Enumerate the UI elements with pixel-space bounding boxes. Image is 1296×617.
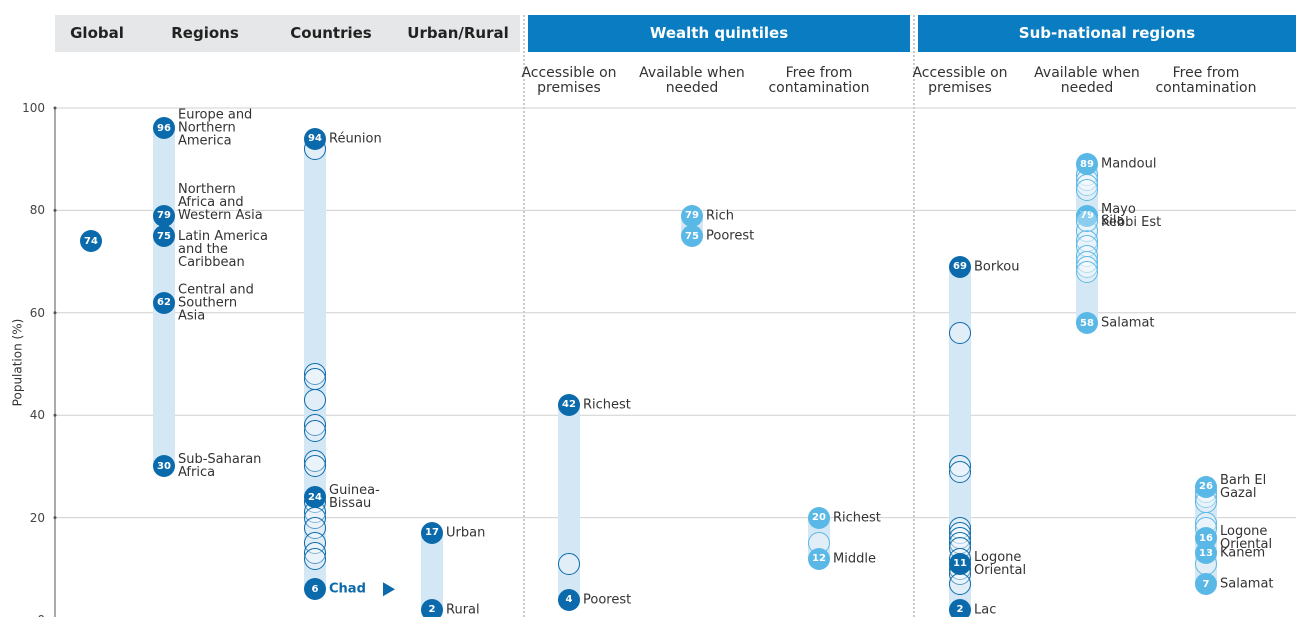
dot bbox=[1076, 260, 1098, 283]
dot: 13 bbox=[1195, 542, 1217, 565]
point-label: Poorest bbox=[583, 592, 632, 608]
dot: 89 bbox=[1076, 153, 1098, 176]
dot: 75 bbox=[681, 225, 703, 247]
dot: 7 bbox=[1195, 573, 1217, 596]
y-tick-label: 60 bbox=[29, 305, 45, 320]
point-label: Kanem bbox=[1220, 545, 1266, 561]
dot: 58 bbox=[1076, 312, 1098, 335]
dot bbox=[949, 460, 971, 483]
dot: 62 bbox=[153, 291, 175, 314]
dot bbox=[949, 573, 971, 596]
dot: 2 bbox=[421, 598, 443, 617]
dot: 20 bbox=[808, 506, 830, 529]
point-label: Rural bbox=[446, 602, 480, 617]
panel-title: Urban/Rural bbox=[407, 24, 509, 42]
dot bbox=[949, 322, 971, 345]
dot: 69 bbox=[949, 255, 971, 278]
dot: 11 bbox=[949, 552, 971, 575]
point-label: Poorest bbox=[706, 228, 755, 244]
header-bar bbox=[55, 15, 520, 52]
point-label: Logone Oriental bbox=[1220, 524, 1273, 553]
point-label: Lac bbox=[974, 602, 997, 617]
point-label: Northern Africa and Western Asia bbox=[178, 181, 263, 223]
panel-title: Regions bbox=[171, 24, 239, 42]
point-label: Middle bbox=[833, 551, 876, 567]
point-label: Réunion bbox=[329, 131, 382, 147]
tick-mark bbox=[53, 413, 57, 417]
panel-title: Sub-national regions bbox=[1018, 24, 1196, 42]
tick-mark bbox=[53, 106, 57, 110]
tick-mark bbox=[53, 208, 57, 212]
panel-title: Global bbox=[70, 24, 124, 42]
dot: 74 bbox=[80, 230, 102, 253]
dot: 26 bbox=[1195, 475, 1217, 498]
dot bbox=[304, 419, 326, 442]
y-tick-label: 80 bbox=[29, 203, 45, 218]
column-title: Free from contamination bbox=[768, 65, 870, 96]
y-tick-label: 0 bbox=[37, 613, 45, 617]
column-title: Free from contamination bbox=[1155, 65, 1257, 96]
column-title: Accessible on premises bbox=[912, 65, 1008, 96]
point-label: Mandoul bbox=[1101, 156, 1157, 172]
range-bar bbox=[421, 532, 443, 610]
dot bbox=[304, 388, 326, 411]
header-bar bbox=[918, 15, 1296, 52]
point-label: Europe and Northern America bbox=[178, 107, 253, 149]
column-title: Accessible on premises bbox=[521, 65, 617, 96]
point-label: Richest bbox=[583, 397, 631, 413]
panel-title: Countries bbox=[290, 24, 372, 42]
dot: 17 bbox=[421, 521, 443, 544]
column-title: Available when needed bbox=[1034, 65, 1140, 96]
column-title: Available when needed bbox=[639, 65, 745, 96]
tick-mark bbox=[53, 516, 57, 520]
dot: 75 bbox=[153, 225, 175, 247]
highlight-arrow bbox=[383, 582, 395, 597]
y-axis-label: Population (%) bbox=[10, 318, 25, 407]
point-label: Urban bbox=[446, 525, 486, 541]
point-label: Salamat bbox=[1220, 576, 1274, 592]
range-bar bbox=[558, 404, 580, 600]
point-label: Guinea-Bissau bbox=[329, 483, 380, 512]
point-label: Richest bbox=[833, 510, 881, 526]
y-tick-label: 100 bbox=[22, 101, 45, 115]
point-label: Latin America and the Caribbean bbox=[178, 229, 268, 270]
dot: 30 bbox=[153, 455, 175, 478]
dot bbox=[558, 552, 580, 575]
y-tick-label: 20 bbox=[29, 510, 45, 525]
header-bar bbox=[528, 15, 910, 52]
dot: 6 bbox=[304, 578, 326, 601]
point-label: Salamat bbox=[1101, 315, 1155, 331]
dot bbox=[304, 368, 326, 391]
dot: 96 bbox=[153, 117, 175, 140]
point-label: Logone Oriental bbox=[974, 549, 1027, 578]
y-tick-label: 40 bbox=[29, 408, 45, 423]
dot: 79 bbox=[153, 204, 175, 227]
dot: 94 bbox=[304, 127, 326, 150]
point-label: Borkou bbox=[974, 259, 1020, 275]
tick-mark bbox=[53, 311, 57, 315]
dot: 79 bbox=[681, 204, 703, 227]
dot: 42 bbox=[558, 393, 580, 416]
dot bbox=[1076, 209, 1098, 232]
point-label: Rich bbox=[706, 208, 735, 224]
dot bbox=[1076, 178, 1098, 201]
panel-title: Wealth quintiles bbox=[649, 24, 789, 42]
dot bbox=[304, 455, 326, 478]
dot: 12 bbox=[808, 547, 830, 570]
dot: 24 bbox=[304, 486, 326, 509]
dot bbox=[304, 547, 326, 570]
point-label: Sub-Saharan Africa bbox=[178, 452, 262, 481]
dot: 2 bbox=[949, 598, 971, 617]
point-label: Sila bbox=[1101, 213, 1125, 229]
point-label: Mayo Kebbi Est bbox=[1101, 201, 1162, 230]
dot: 4 bbox=[558, 588, 580, 611]
point-label: Chad bbox=[329, 581, 366, 597]
point-label: Barh El Gazal bbox=[1220, 472, 1267, 501]
point-label: Central and Southern Asia bbox=[178, 282, 254, 324]
